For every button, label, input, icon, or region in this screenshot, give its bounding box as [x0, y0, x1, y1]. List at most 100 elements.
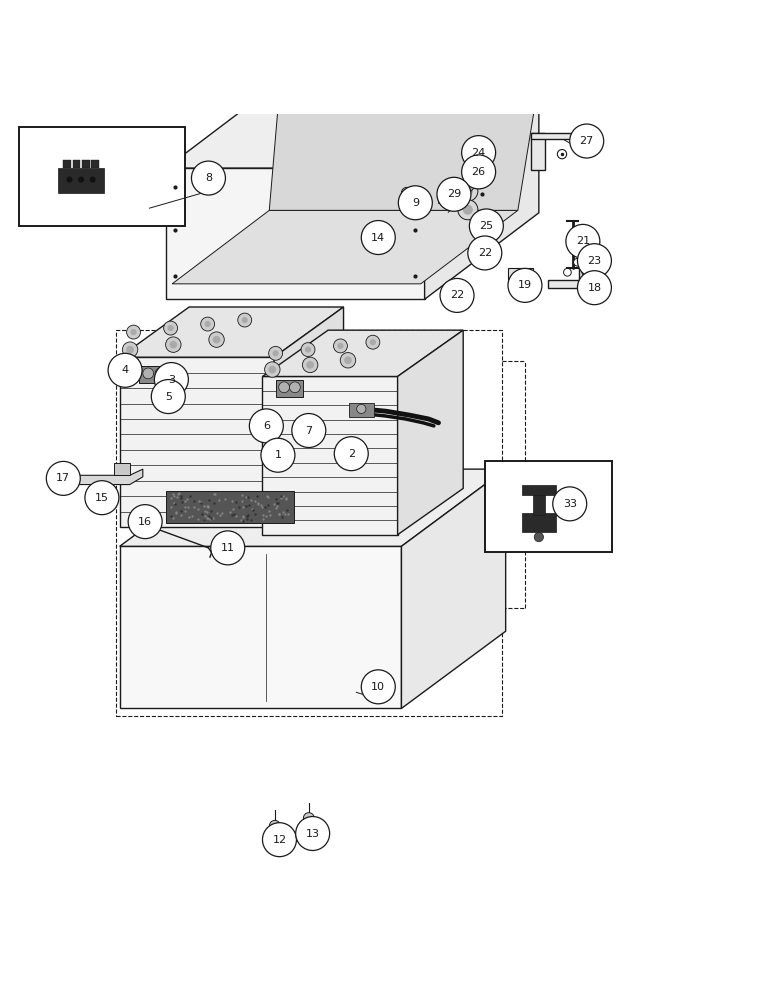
- Text: 14: 14: [371, 233, 385, 243]
- Text: 22: 22: [478, 248, 492, 258]
- Bar: [522, 485, 556, 495]
- Circle shape: [205, 321, 211, 327]
- Text: 19: 19: [518, 280, 532, 290]
- Circle shape: [574, 258, 581, 266]
- Circle shape: [305, 347, 311, 353]
- Polygon shape: [269, 82, 539, 210]
- Bar: [58, 168, 104, 193]
- Circle shape: [165, 337, 181, 352]
- Polygon shape: [114, 463, 130, 475]
- Text: 1: 1: [274, 450, 282, 460]
- Circle shape: [570, 124, 604, 158]
- Circle shape: [292, 414, 326, 448]
- Circle shape: [472, 220, 480, 227]
- Polygon shape: [166, 82, 539, 168]
- Text: 29: 29: [447, 189, 461, 199]
- Polygon shape: [120, 469, 506, 546]
- Text: 27: 27: [580, 136, 594, 146]
- Bar: [82, 160, 90, 168]
- Text: 7: 7: [305, 426, 313, 436]
- Circle shape: [211, 531, 245, 565]
- Circle shape: [577, 271, 611, 305]
- Circle shape: [458, 181, 478, 201]
- Bar: [438, 190, 451, 203]
- Circle shape: [108, 353, 142, 387]
- Circle shape: [267, 826, 283, 841]
- Circle shape: [462, 155, 496, 189]
- Text: 4: 4: [121, 365, 129, 375]
- Text: 16: 16: [138, 517, 152, 527]
- Text: 8: 8: [205, 173, 212, 183]
- Bar: [276, 380, 303, 397]
- Circle shape: [127, 346, 134, 354]
- Circle shape: [265, 362, 280, 377]
- Bar: [73, 160, 80, 168]
- Circle shape: [201, 317, 215, 331]
- Circle shape: [269, 820, 280, 831]
- Polygon shape: [166, 168, 425, 299]
- Text: 22: 22: [450, 290, 464, 300]
- Circle shape: [534, 532, 543, 542]
- Circle shape: [90, 177, 96, 183]
- Circle shape: [85, 481, 119, 515]
- Circle shape: [361, 670, 395, 704]
- Circle shape: [66, 177, 73, 183]
- Circle shape: [242, 317, 248, 323]
- Text: 15: 15: [95, 493, 109, 503]
- Bar: [91, 160, 99, 168]
- Circle shape: [557, 150, 567, 159]
- Text: 24: 24: [472, 148, 486, 158]
- Circle shape: [170, 341, 177, 348]
- Circle shape: [477, 246, 488, 257]
- Circle shape: [458, 200, 478, 220]
- Circle shape: [168, 325, 174, 331]
- Text: 10: 10: [371, 682, 385, 692]
- Text: 9: 9: [411, 198, 419, 208]
- Polygon shape: [120, 357, 274, 527]
- Polygon shape: [120, 307, 344, 357]
- Circle shape: [303, 813, 314, 823]
- Circle shape: [301, 343, 315, 357]
- Circle shape: [440, 278, 474, 312]
- Polygon shape: [531, 133, 545, 170]
- Circle shape: [398, 186, 432, 220]
- Circle shape: [130, 329, 137, 335]
- Circle shape: [122, 342, 138, 357]
- Circle shape: [553, 487, 587, 521]
- Circle shape: [143, 368, 154, 379]
- Circle shape: [128, 505, 162, 539]
- Circle shape: [303, 357, 318, 373]
- Bar: [19, 127, 185, 226]
- Text: 25: 25: [479, 221, 493, 231]
- Circle shape: [462, 136, 496, 170]
- Circle shape: [334, 437, 368, 471]
- Bar: [139, 366, 170, 383]
- Circle shape: [361, 221, 395, 255]
- Polygon shape: [425, 82, 539, 299]
- Bar: [485, 461, 612, 552]
- Circle shape: [437, 177, 471, 211]
- Circle shape: [462, 205, 472, 215]
- Circle shape: [212, 336, 221, 343]
- Circle shape: [290, 382, 300, 393]
- Polygon shape: [398, 330, 463, 535]
- Text: 11: 11: [221, 543, 235, 553]
- Text: 12: 12: [273, 835, 286, 845]
- Circle shape: [155, 368, 166, 379]
- Circle shape: [577, 244, 611, 278]
- Circle shape: [334, 339, 347, 353]
- Circle shape: [370, 339, 376, 345]
- Polygon shape: [548, 257, 587, 288]
- Circle shape: [78, 177, 84, 183]
- Circle shape: [238, 313, 252, 327]
- Circle shape: [566, 224, 600, 258]
- Polygon shape: [120, 546, 401, 708]
- Text: 6: 6: [262, 421, 270, 431]
- Circle shape: [584, 252, 593, 261]
- Text: 26: 26: [472, 167, 486, 177]
- Polygon shape: [274, 307, 344, 527]
- Circle shape: [154, 363, 188, 397]
- Circle shape: [340, 353, 356, 368]
- Polygon shape: [508, 268, 533, 282]
- Circle shape: [261, 438, 295, 472]
